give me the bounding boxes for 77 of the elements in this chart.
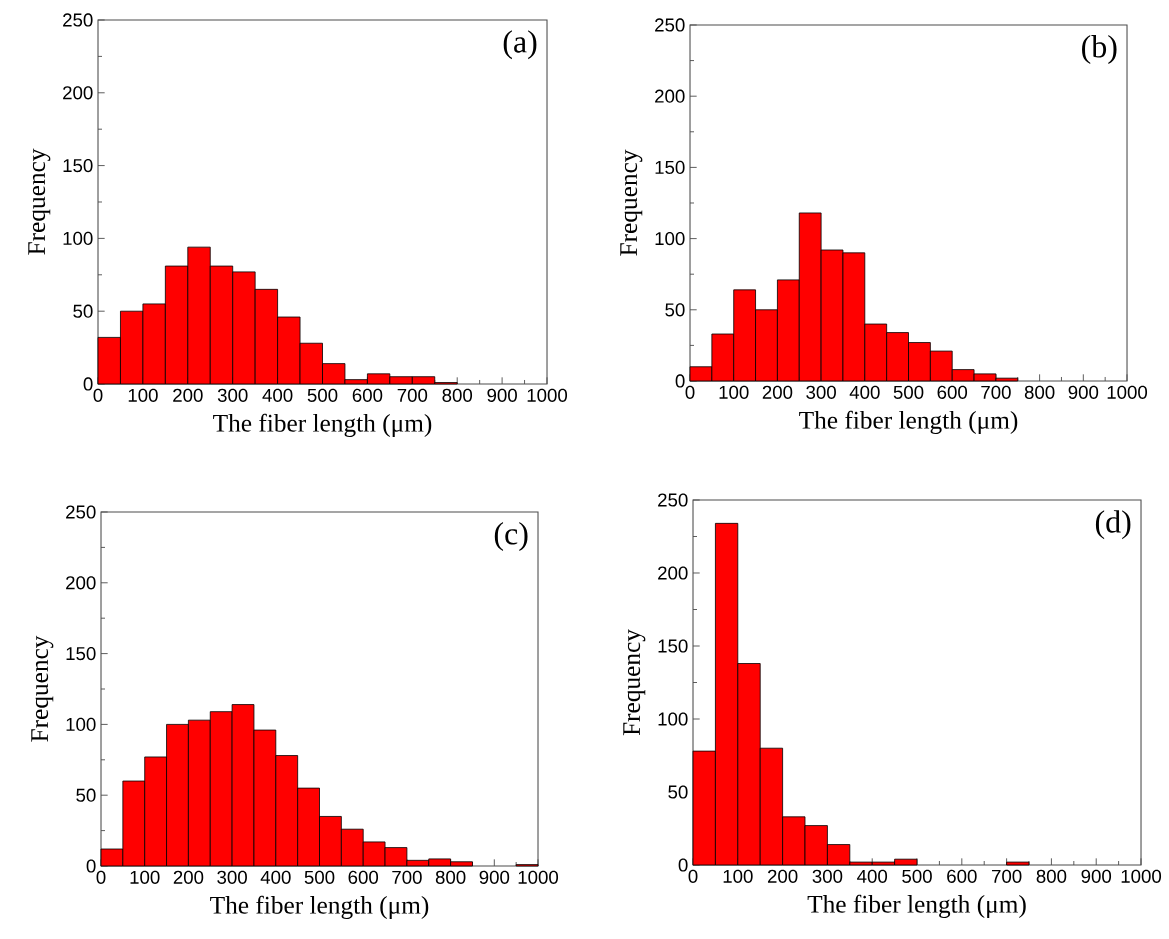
y-axis-title: Frequency [31,635,54,742]
x-tick-label: 700 [992,869,1022,883]
x-tick-label: 800 [435,870,466,884]
x-axis-title: The fiber length (μm) [210,895,429,920]
x-tick-label: 800 [442,388,473,402]
y-tick-label: 50 [665,303,685,317]
y-tick-label: 50 [76,788,96,802]
x-tick-label: 600 [352,388,383,402]
x-tick-label: 100 [719,385,749,399]
x-tick-label: 400 [857,869,888,883]
x-tick-label: 900 [1068,385,1099,399]
x-tick-label: 400 [849,385,880,399]
x-axis-title: The fiber length (μm) [807,894,1026,919]
x-tick-label: 200 [762,385,793,399]
x-tick-label: 100 [723,869,753,883]
x-tick-label: 500 [307,388,338,402]
x-tick-label: 300 [812,869,843,883]
annotation: (b) [1082,35,1117,65]
y-tick-label: 100 [66,717,96,732]
x-tick-label: 700 [397,388,428,402]
y-tick-label: 250 [66,505,96,519]
y-tick-label: 200 [658,566,688,580]
x-tick-label: 600 [947,869,977,883]
x-tick-label: 300 [217,388,248,402]
x-tick-label: 200 [173,388,203,402]
x-axis-title: The fiber length (μm) [799,410,1018,435]
y-tick-label: 150 [658,639,688,653]
y-tick-label: 250 [655,18,685,32]
y-tick-label: 200 [63,86,93,100]
x-tick-label: 0 [688,869,698,883]
y-tick-label: 100 [63,231,93,246]
y-tick-label: 150 [66,646,96,661]
x-tick-label: 100 [130,870,160,884]
y-tick-label: 200 [66,576,96,590]
y-axis-title: Frequency [28,148,51,255]
y-tick-label: 100 [658,712,688,726]
y-tick-label: 50 [668,785,688,799]
y-tick-label: 0 [86,859,96,873]
x-tick-label: 200 [173,870,204,884]
x-tick-label: 600 [937,385,968,399]
x-tick-label: 900 [487,388,517,402]
x-tick-label: 0 [96,870,106,884]
x-tick-label: 1000 [527,388,568,402]
x-tick-label: 100 [128,388,158,402]
x-tick-label: 500 [902,869,932,883]
x-tick-label: 600 [348,870,379,884]
x-tick-label: 300 [806,385,836,399]
x-axis-title: The fiber length (μm) [213,413,432,438]
y-axis-title: Frequency [623,629,646,736]
annotation: (c) [494,522,528,552]
x-tick-label: 1000 [1121,869,1162,883]
y-tick-label: 150 [63,158,93,173]
x-tick-label: 300 [217,870,247,884]
y-tick-label: 200 [655,89,685,103]
y-tick-label: 150 [655,160,685,175]
annotation: (a) [503,30,537,60]
x-tick-label: 200 [767,869,798,883]
y-axis-title: Frequency [620,149,643,256]
x-tick-label: 500 [304,870,335,884]
y-tick-label: 250 [63,13,93,27]
y-tick-label: 50 [73,304,93,318]
x-tick-label: 800 [1036,869,1067,883]
x-tick-label: 400 [260,870,291,884]
y-tick-label: 0 [678,858,688,872]
x-tick-label: 400 [262,388,293,402]
x-tick-label: 800 [1024,385,1055,399]
x-tick-label: 1000 [518,870,559,884]
x-tick-label: 1000 [1107,385,1148,399]
x-tick-label: 500 [893,385,924,399]
x-tick-label: 900 [479,870,510,884]
x-tick-label: 700 [981,385,1011,399]
annotation: (d) [1095,510,1131,540]
y-tick-label: 100 [655,231,685,246]
x-tick-label: 900 [1081,869,1112,883]
y-tick-label: 250 [658,493,688,507]
y-tick-label: 0 [675,374,685,388]
x-tick-label: 700 [392,870,422,884]
